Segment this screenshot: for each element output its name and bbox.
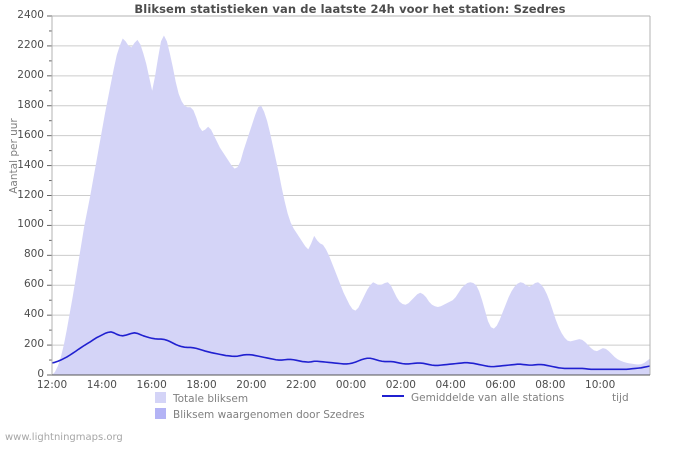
x-axis-tick-label: 18:00 [186,379,217,391]
x-axis-tick-label: 14:00 [86,379,117,391]
area-series-totale-bliksem [52,35,650,375]
legend-item-label: Totale bliksem [173,393,249,405]
y-axis-tick-label: 1400 [17,158,44,171]
legend-item-label: Bliksem waargenomen door Szedres [173,409,365,421]
y-axis-tick-label: 1000 [17,218,44,231]
x-axis-tick-label: 16:00 [136,379,167,391]
x-axis-tick-label: 04:00 [435,379,466,391]
x-axis-tick-label: 22:00 [286,379,317,391]
y-axis-tick-label: 2400 [17,9,44,21]
y-axis-tick-label: 200 [23,338,44,351]
x-axis-tick-label: 00:00 [335,379,367,391]
legend-item[interactable]: Totale bliksem [155,392,248,405]
legend-item[interactable]: Gemiddelde van alle stations [382,392,564,404]
legend-line-marker [382,395,404,397]
legend-color-swatch [155,408,166,419]
x-axis-tick-label: 08:00 [535,379,566,391]
legend-color-swatch [155,392,166,403]
y-axis-tick-label: 800 [23,248,44,261]
line-series-gemiddelde [51,331,651,371]
y-axis-tick-label: 2200 [17,38,44,51]
x-axis-tick-label: 06:00 [485,379,516,391]
y-axis-tick-label: 1600 [17,128,44,141]
x-axis-tick-label: 12:00 [36,379,68,391]
y-axis-tick-label: 400 [23,308,44,321]
x-axis-tick-label: 02:00 [385,379,416,391]
plot-frame [51,15,651,376]
y-axis-tick-label: 600 [23,278,44,291]
x-axis-title: tijd [612,392,629,404]
x-axis-tick-label: 10:00 [585,379,616,391]
y-axis-tick-label: 0 [37,368,44,380]
y-axis-tick-label: 1800 [17,98,44,111]
legend-item-label: Gemiddelde van alle stations [411,392,565,404]
x-axis-tick-label: 20:00 [236,379,267,391]
y-axis-tick-label: 1200 [17,188,44,201]
y-axis-tick-label: 2000 [17,68,44,81]
chart-legend: Totale bliksem Bliksem waargenomen door S… [0,392,700,426]
legend-item[interactable]: Bliksem waargenomen door Szedres [155,408,365,421]
chart-title: Bliksem statistieken van de laatste 24h … [134,2,566,16]
footer-credit: www.lightningmaps.org [5,432,123,443]
